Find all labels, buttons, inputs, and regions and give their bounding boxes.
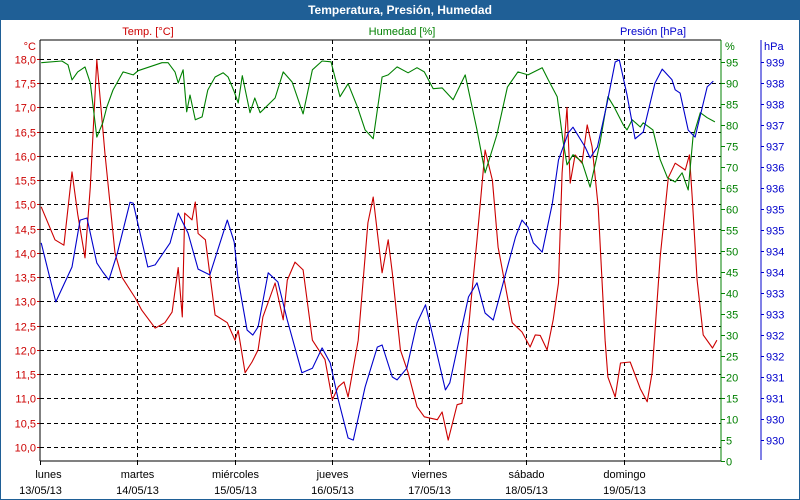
- series-line-temp: [40, 59, 718, 441]
- pressure-tick-label: 935: [766, 205, 784, 217]
- legend-humidity: Humedad [%]: [369, 26, 436, 38]
- pressure-tick-label: 938: [766, 79, 784, 91]
- humidity-tick-label: 0: [726, 457, 732, 469]
- x-tick-day: sábado: [508, 469, 544, 481]
- pressure-tick-label: 939: [766, 58, 784, 70]
- humidity-tick-label: 20: [726, 373, 738, 385]
- temp-tick-label: 17,5: [15, 79, 36, 91]
- humidity-tick-label: 60: [726, 205, 738, 217]
- axis-ticks: 10,0 10,5 11,0 11,5 12,0 12,5 13,0 13,5 14,0 14,5…: [15, 55, 785, 498]
- x-tick-date: 13/05/13: [19, 485, 62, 497]
- humidity-tick-label: 45: [726, 268, 738, 280]
- humidity-tick-label: 55: [726, 226, 738, 238]
- humidity-tick-label: 10: [726, 415, 738, 427]
- temp-tick-label: 10,0: [15, 443, 36, 455]
- pressure-tick-label: 936: [766, 163, 784, 175]
- temp-tick-label: 15,0: [15, 200, 36, 212]
- humidity-tick-label: 65: [726, 184, 738, 196]
- chart-title: Temperatura, Presión, Humedad: [308, 3, 492, 17]
- temp-tick-label: 16,5: [15, 128, 36, 140]
- series-line-humidity: [41, 60, 716, 191]
- temp-tick-label: 15,5: [15, 176, 36, 188]
- pressure-tick-label: 936: [766, 184, 784, 196]
- pressure-tick-label: 933: [766, 289, 784, 301]
- humidity-tick-label: 85: [726, 100, 738, 112]
- temp-tick-label: 12,5: [15, 322, 36, 334]
- pressure-tick-label: 934: [766, 268, 784, 280]
- x-tick-date: 19/05/13: [603, 485, 646, 497]
- x-tick-day: lunes: [35, 469, 62, 481]
- humidity-tick-label: 25: [726, 352, 738, 364]
- temp-unit-label: °C: [24, 41, 36, 53]
- temp-tick-label: 14,5: [15, 225, 36, 237]
- series-lines: [40, 59, 718, 441]
- temp-tick-label: 16,0: [15, 152, 36, 164]
- pressure-tick-label: 931: [766, 373, 784, 385]
- humidity-tick-label: 40: [726, 289, 738, 301]
- series-line-pressure: [40, 59, 714, 441]
- pressure-tick-label: 930: [766, 436, 784, 448]
- pressure-tick-label: 932: [766, 331, 784, 343]
- title-bar: [0, 0, 800, 20]
- legend-pressure: Presión [hPa]: [620, 26, 686, 38]
- x-tick-day: viernes: [412, 469, 448, 481]
- pressure-tick-label: 938: [766, 100, 784, 112]
- pressure-unit-label: hPa: [764, 41, 784, 53]
- x-tick-date: 18/05/13: [505, 485, 548, 497]
- temp-tick-label: 17,0: [15, 103, 36, 115]
- x-tick-date: 15/05/13: [214, 485, 257, 497]
- temp-tick-label: 10,5: [15, 419, 36, 431]
- pressure-tick-label: 935: [766, 226, 784, 238]
- pressure-tick-label: 934: [766, 247, 784, 259]
- temp-tick-label: 13,0: [15, 297, 36, 309]
- temp-tick-label: 13,5: [15, 273, 36, 285]
- temp-tick-label: 18,0: [15, 55, 36, 67]
- humidity-tick-label: 5: [726, 436, 732, 448]
- pressure-tick-label: 933: [766, 310, 784, 322]
- humidity-unit-label: %: [725, 41, 735, 53]
- humidity-tick-label: 15: [726, 394, 738, 406]
- pressure-tick-label: 931: [766, 394, 784, 406]
- x-tick-date: 17/05/13: [408, 485, 451, 497]
- temp-tick-label: 12,0: [15, 346, 36, 358]
- humidity-tick-label: 90: [726, 79, 738, 91]
- temp-tick-label: 11,0: [15, 394, 36, 406]
- pressure-tick-label: 930: [766, 415, 784, 427]
- x-tick-day: domingo: [603, 469, 645, 481]
- humidity-tick-label: 35: [726, 310, 738, 322]
- x-tick-date: 16/05/13: [311, 485, 354, 497]
- pressure-tick-label: 937: [766, 142, 784, 154]
- x-tick-day: martes: [121, 469, 155, 481]
- x-tick-day: jueves: [316, 469, 349, 481]
- humidity-tick-label: 95: [726, 58, 738, 70]
- temp-tick-label: 14,0: [15, 249, 36, 261]
- humidity-tick-label: 80: [726, 121, 738, 133]
- humidity-tick-label: 50: [726, 247, 738, 259]
- temp-tick-label: 11,5: [15, 370, 36, 382]
- x-tick-day: miércoles: [212, 469, 260, 481]
- pressure-tick-label: 932: [766, 352, 784, 364]
- legend-temp: Temp. [°C]: [122, 26, 173, 38]
- humidity-tick-label: 30: [726, 331, 738, 343]
- humidity-tick-label: 75: [726, 142, 738, 154]
- pressure-tick-label: 937: [766, 121, 784, 133]
- humidity-tick-label: 70: [726, 163, 738, 175]
- x-tick-date: 14/05/13: [116, 485, 159, 497]
